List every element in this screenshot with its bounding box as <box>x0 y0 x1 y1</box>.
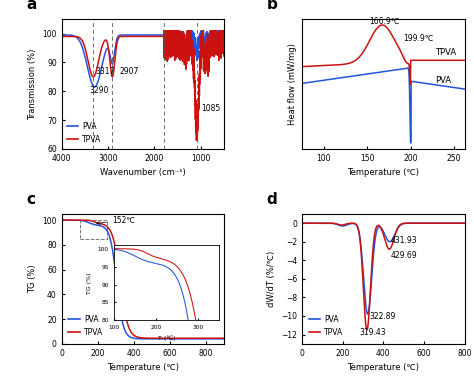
Text: TPVA: TPVA <box>435 48 456 57</box>
Text: 166.9℃: 166.9℃ <box>369 17 399 26</box>
Y-axis label: dW/dT (%/℃): dW/dT (%/℃) <box>267 251 276 307</box>
Text: 199.9℃: 199.9℃ <box>403 34 433 43</box>
Legend: PVA, TPVA: PVA, TPVA <box>65 120 103 145</box>
Text: 319.43: 319.43 <box>359 329 385 337</box>
Legend: PVA, TPVA: PVA, TPVA <box>65 312 106 340</box>
X-axis label: Wavenumber (cm⁻¹): Wavenumber (cm⁻¹) <box>100 168 186 177</box>
Text: a: a <box>26 0 36 12</box>
X-axis label: Temperature (℃): Temperature (℃) <box>347 168 419 177</box>
Legend: PVA, TPVA: PVA, TPVA <box>306 312 346 340</box>
X-axis label: Temperature (℃): Temperature (℃) <box>107 363 179 372</box>
Text: 1085: 1085 <box>201 104 220 113</box>
Text: 152℃: 152℃ <box>97 215 135 225</box>
Text: 3317: 3317 <box>95 67 115 76</box>
Text: d: d <box>266 191 277 207</box>
Text: b: b <box>266 0 277 12</box>
Text: c: c <box>26 191 35 207</box>
Text: 3290: 3290 <box>90 86 109 95</box>
Text: 322.89: 322.89 <box>369 312 395 321</box>
Y-axis label: Heat flow (mW/mg): Heat flow (mW/mg) <box>288 43 297 125</box>
Text: 429.69: 429.69 <box>391 251 417 261</box>
Text: PVA: PVA <box>435 76 451 85</box>
Y-axis label: TG (%): TG (%) <box>27 265 36 293</box>
Y-axis label: Transmission (%): Transmission (%) <box>27 49 36 120</box>
Text: 2907: 2907 <box>119 67 138 76</box>
X-axis label: Temperature (℃): Temperature (℃) <box>347 363 419 372</box>
Text: 431.93: 431.93 <box>391 236 417 245</box>
Bar <box>80 220 107 239</box>
